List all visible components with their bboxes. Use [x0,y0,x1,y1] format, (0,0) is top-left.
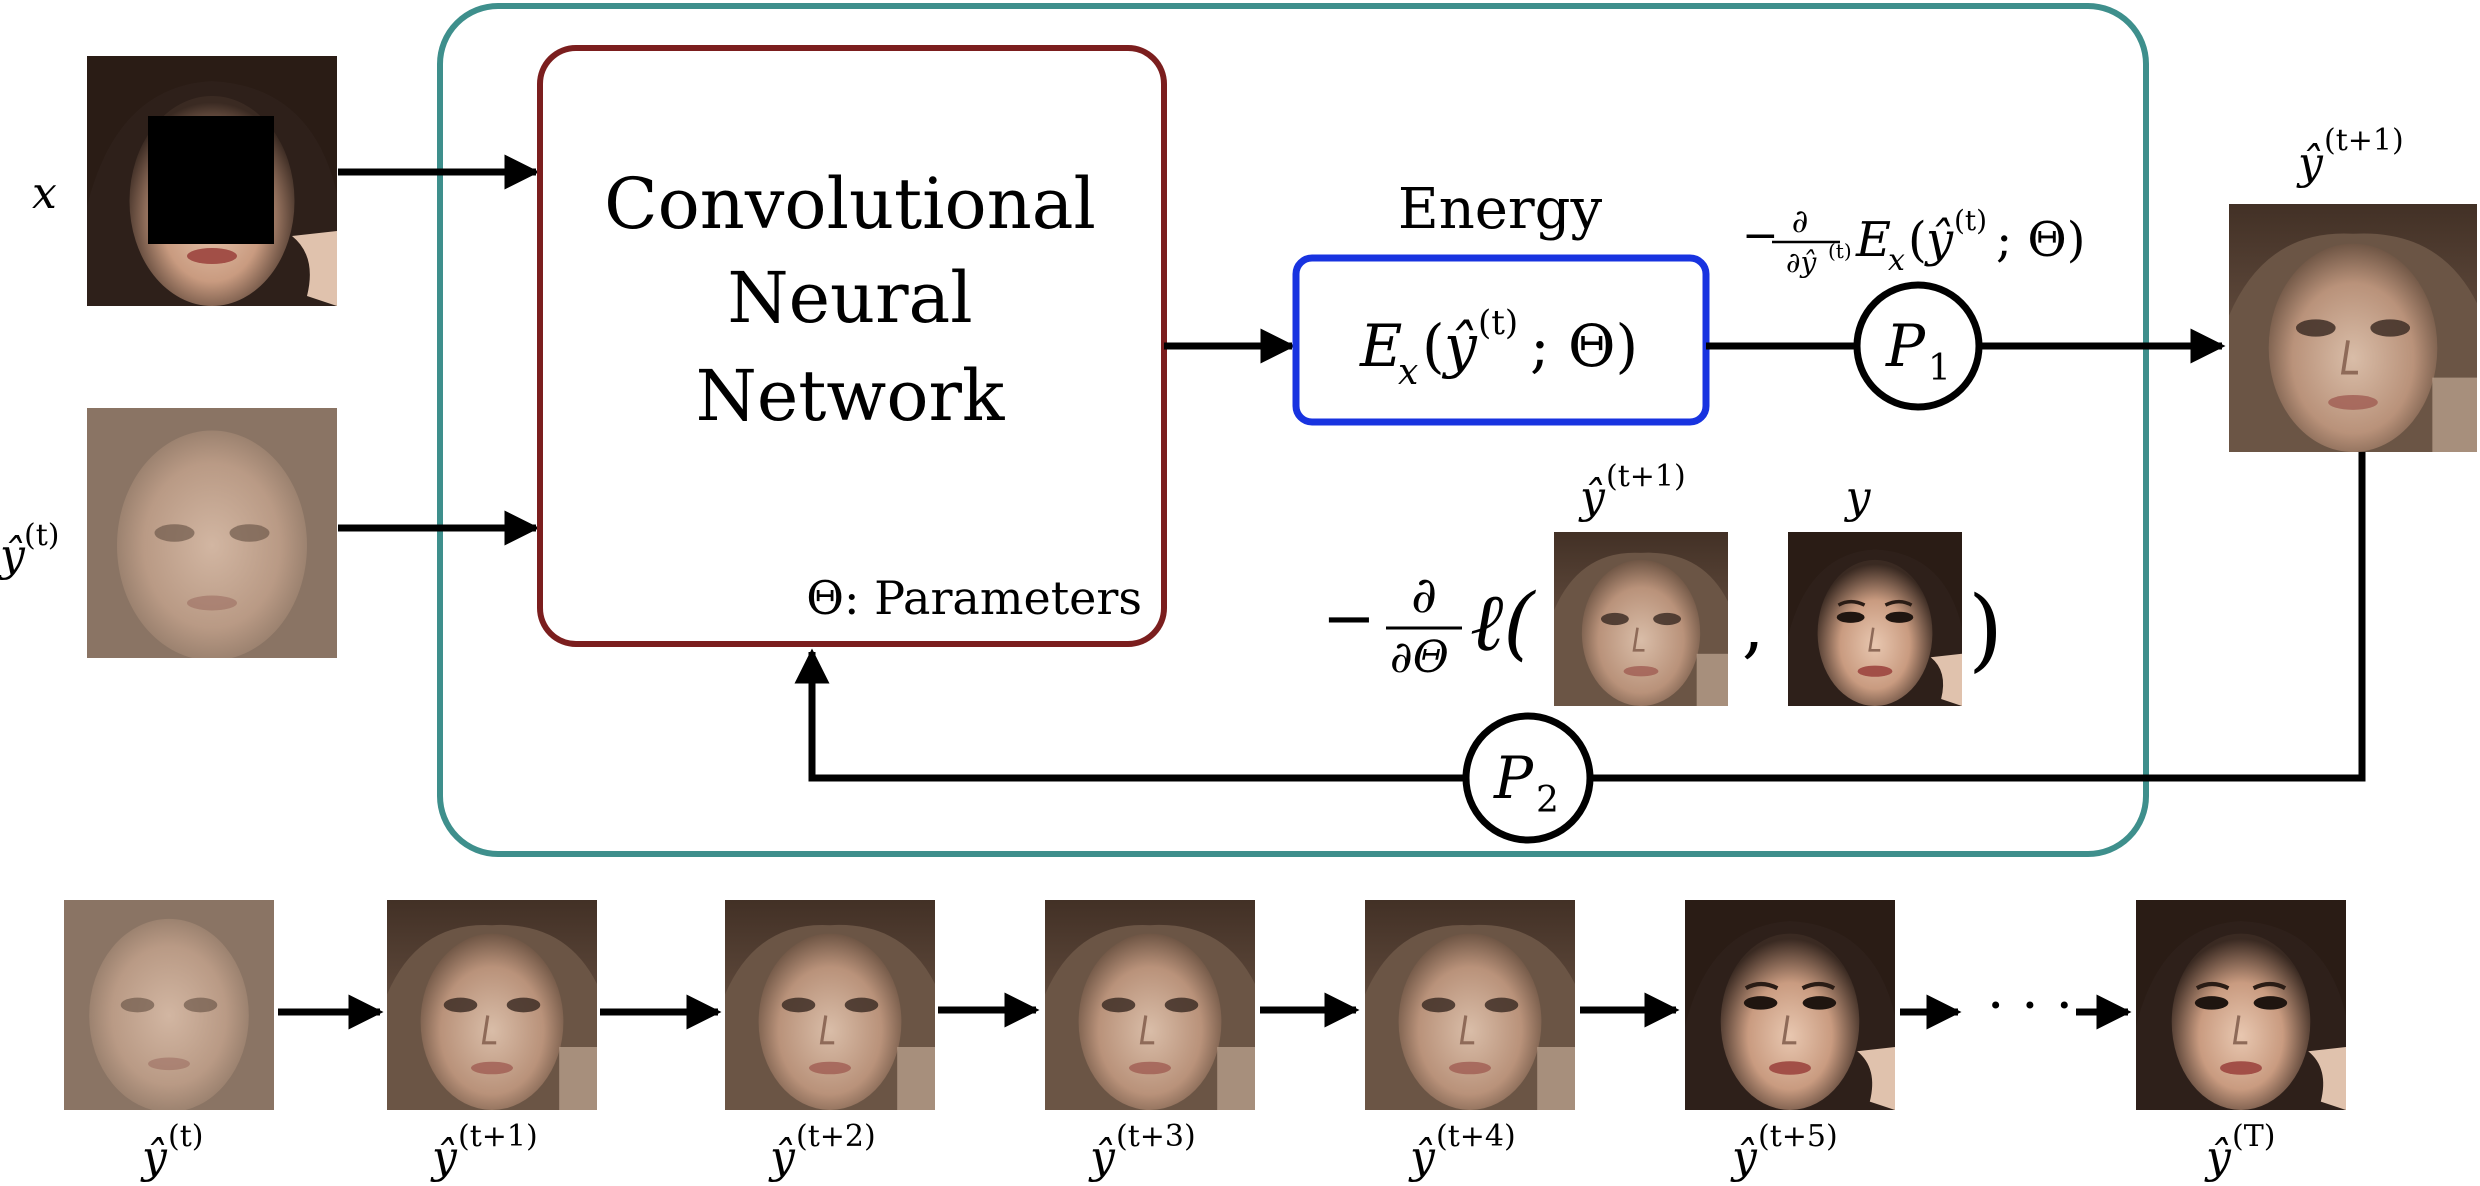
sequence-label-4: ŷ (t+4) [1408,1119,1516,1183]
loss-estimate-label: ŷ (t+1) [1578,459,1686,523]
svg-text:−: − [1322,582,1376,656]
svg-text:ŷ: ŷ [140,1132,168,1183]
sequence-face-2 [723,900,937,1110]
svg-text:(t+1): (t+1) [2324,123,2404,158]
svg-text:ŷ: ŷ [1730,1132,1758,1183]
svg-text:(t): (t) [1478,303,1518,343]
sequence-face-5 [1685,900,1895,1110]
cnn-label-line2: Neural [727,257,972,339]
svg-text:ŷ: ŷ [1441,312,1478,380]
svg-text:x: x [1888,243,1905,278]
svg-text:ŷ: ŷ [1408,1132,1436,1183]
svg-text:; Θ): ; Θ) [1530,312,1638,380]
svg-text:(: ( [1908,212,1927,268]
svg-text:ŷ: ŷ [2296,138,2324,189]
svg-text:E: E [1855,212,1891,268]
sequence-face-1 [385,900,599,1110]
svg-text:ŷ: ŷ [0,530,26,581]
svg-text:; Θ): ; Θ) [1996,212,2086,268]
energy-box [1292,254,1710,426]
svg-text:x: x [1398,352,1418,393]
svg-text:): ) [1968,577,2003,682]
initial-estimate-face [87,408,337,658]
svg-text:∂ŷ: ∂ŷ [1786,246,1817,279]
svg-text:(t+4): (t+4) [1436,1119,1516,1154]
svg-text:(t+1): (t+1) [458,1119,538,1154]
svg-text:ŷ: ŷ [768,1132,796,1183]
loss-expression: − ∂ ∂Θ ℓ( , ) [1322,566,2003,683]
output-label: ŷ (t+1) [2296,123,2404,189]
masked-input-face [87,56,337,306]
svg-text:∂: ∂ [1411,566,1437,624]
svg-text:(t): (t) [168,1119,203,1154]
svg-text:(: ( [1422,312,1445,380]
input-x-label: x [32,168,57,219]
input-yhat-label: ŷ (t) [0,518,59,581]
energy-gradient-label: − ∂ ∂ŷ (t) E x ( ŷ (t) ; Θ) [1742,202,2086,279]
sequence-label-6: ŷ (T) [2204,1119,2275,1183]
sequence-label-3: ŷ (t+3) [1088,1119,1196,1183]
svg-text:(T): (T) [2232,1119,2275,1154]
svg-text:P: P [1493,744,1534,812]
svg-text:(t): (t) [1954,204,1987,237]
sequence-label-1: ŷ (t+1) [430,1119,538,1183]
sequence-face-6 [2136,900,2346,1110]
svg-text:−: − [1742,210,1779,261]
sequence-face-4 [1363,900,1577,1110]
svg-text:∂Θ: ∂Θ [1390,632,1449,683]
svg-text:,: , [1742,585,1764,667]
cnn-label-line1: Convolutional [604,163,1096,245]
sequence-ellipsis: · · · [1987,974,2073,1037]
p1-label: P 1 [1885,312,1951,389]
sequence-label-2: ŷ (t+2) [768,1119,876,1183]
svg-text:(t): (t) [24,518,59,553]
svg-text:2: 2 [1536,780,1559,821]
svg-text:1: 1 [1928,348,1951,389]
arrow-p2-to-cnn [794,648,1466,782]
svg-text:E: E [1359,312,1402,380]
sequence-label-0: ŷ (t) [140,1119,203,1183]
sequence-label-5: ŷ (t+5) [1730,1119,1838,1183]
loss-estimate-face [1552,532,1730,706]
svg-text:ŷ: ŷ [2204,1132,2232,1183]
svg-text:ŷ: ŷ [1088,1132,1116,1183]
sequence-face-3 [1043,900,1257,1110]
p2-label: P 2 [1493,744,1559,821]
svg-text:∂: ∂ [1792,202,1809,240]
svg-text:ℓ(: ℓ( [1470,576,1536,669]
energy-title: Energy [1398,177,1603,242]
output-estimate-face [2228,204,2478,452]
svg-text:(t+1): (t+1) [1606,459,1686,494]
svg-text:(t): (t) [1828,239,1852,263]
svg-text:(t+2): (t+2) [796,1119,876,1154]
svg-text:ŷ: ŷ [1924,212,1954,268]
svg-text:ŷ: ŷ [430,1132,458,1183]
loss-target-label: y [1844,472,1872,523]
svg-text:(t+5): (t+5) [1758,1119,1838,1154]
svg-text:(t+3): (t+3) [1116,1119,1196,1154]
model-frame [437,3,2149,857]
cnn-label-line3: Network [696,355,1005,437]
line-output-to-p2 [1590,452,2366,782]
cnn-params-label: Θ: Parameters [806,571,1142,625]
cnn-box [537,45,1167,647]
iteration-sequence: · · · ŷ (t) ŷ (t+1) ŷ (t+2) ŷ (t+3) ŷ (t… [64,900,2346,1183]
energy-formula: E x ( ŷ (t) ; Θ) [1359,303,1638,393]
sequence-face-0 [64,900,274,1110]
svg-text:ŷ: ŷ [1578,472,1606,523]
loss-target-face [1786,532,1964,706]
svg-text:P: P [1885,312,1926,380]
